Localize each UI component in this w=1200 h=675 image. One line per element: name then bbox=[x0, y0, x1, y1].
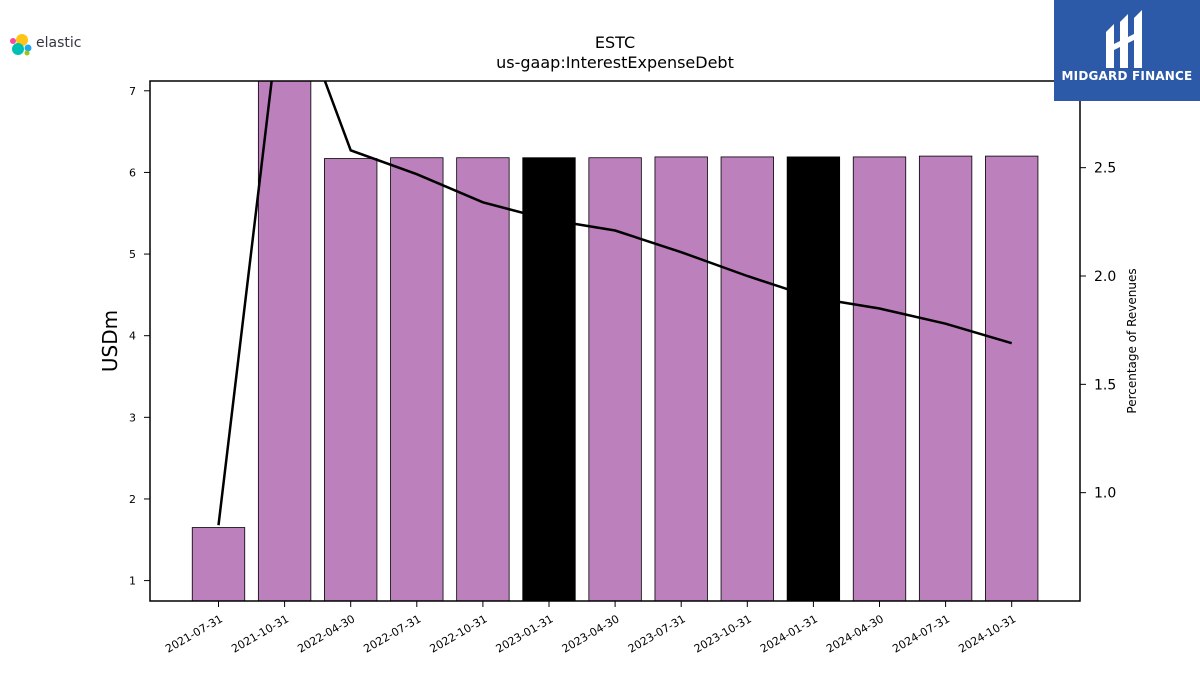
bar-2024-10-31 bbox=[985, 155, 1039, 601]
x-tick-label: 2022-10-31 bbox=[428, 612, 490, 655]
midgard-finance-logo: MIDGARD FINANCE bbox=[1054, 0, 1200, 101]
y2-tick-label: 1.0 bbox=[1094, 486, 1116, 502]
x-tick-label: 2023-10-31 bbox=[692, 612, 754, 655]
bar-2021-07-31 bbox=[191, 527, 246, 601]
elastic-logo-text: elastic bbox=[36, 35, 82, 51]
x-tick-label: 2022-04-30 bbox=[295, 612, 357, 655]
left-axis: 1 2 3 4 5 6 7 bbox=[129, 85, 150, 588]
elastic-logo: elastic bbox=[8, 32, 98, 58]
y2-tick-label: 2.0 bbox=[1094, 269, 1116, 285]
elastic-logo-icon bbox=[10, 34, 32, 56]
chart-title: ESTC bbox=[595, 33, 635, 52]
y-tick-label: 5 bbox=[129, 248, 136, 261]
bar-2022-10-31 bbox=[456, 157, 510, 601]
right-axis: 1.0 1.5 2.0 2.5 bbox=[1080, 161, 1116, 502]
y2-tick-label: 2.5 bbox=[1094, 161, 1116, 177]
bar-2022-04-30 bbox=[324, 158, 378, 601]
y-tick-label: 1 bbox=[129, 575, 136, 588]
bar-2023-10-31 bbox=[720, 156, 774, 601]
x-tick-label: 2023-01-31 bbox=[494, 612, 556, 655]
x-tick-label: 2022-07-31 bbox=[361, 612, 423, 655]
y-axis-label: USDm bbox=[98, 310, 122, 372]
bar-group bbox=[191, 81, 1039, 601]
bar-2023-01-31 bbox=[522, 157, 576, 601]
x-axis: 2021-07-31 2021-10-31 2022-04-30 2022-07-31… bbox=[163, 601, 1018, 656]
y-tick-label: 6 bbox=[129, 166, 136, 179]
line-group bbox=[217, 81, 1013, 526]
y2-axis-label: Percentage of Revenues bbox=[1125, 268, 1139, 413]
bar-2022-07-31 bbox=[390, 157, 444, 601]
chart-subtitle: us-gaap:InterestExpenseDebt bbox=[496, 53, 734, 72]
bar-2023-07-31 bbox=[654, 156, 708, 601]
x-tick-label: 2023-04-30 bbox=[560, 612, 622, 655]
y-tick-label: 2 bbox=[129, 493, 136, 506]
bar-2023-04-30 bbox=[588, 157, 642, 601]
bar-2021-10-31 bbox=[257, 81, 312, 601]
x-tick-label: 2024-10-31 bbox=[956, 612, 1018, 655]
midgard-finance-mark-icon bbox=[1106, 10, 1142, 68]
x-tick-label: 2023-07-31 bbox=[626, 612, 688, 655]
bar-2024-01-31 bbox=[786, 156, 841, 601]
midgard-finance-logo-text: MIDGARD FINANCE bbox=[1061, 69, 1193, 83]
y-tick-label: 4 bbox=[129, 330, 136, 343]
x-tick-label: 2021-07-31 bbox=[163, 612, 225, 655]
x-tick-label: 2024-01-31 bbox=[758, 612, 820, 655]
x-tick-label: 2024-04-30 bbox=[824, 612, 886, 655]
bar-2024-07-31 bbox=[918, 155, 973, 601]
bar-2024-04-30 bbox=[852, 156, 907, 601]
x-tick-label: 2021-10-31 bbox=[229, 612, 291, 655]
y-tick-label: 3 bbox=[129, 411, 136, 424]
x-tick-label: 2024-07-31 bbox=[890, 612, 952, 655]
y2-tick-label: 1.5 bbox=[1094, 377, 1116, 393]
y-tick-label: 7 bbox=[129, 85, 136, 98]
percentage-line bbox=[217, 81, 1013, 526]
